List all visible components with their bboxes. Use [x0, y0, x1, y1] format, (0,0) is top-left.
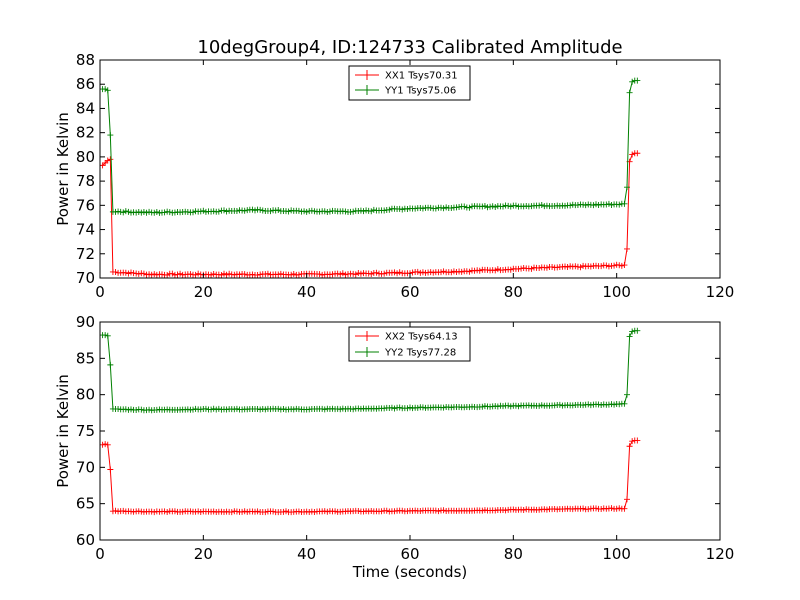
bottom-legend-box — [348, 326, 471, 362]
top-plot: 0 20 40 60 80 100 120 70 72 74 76 78 80 82 84 86 88 Powe… — [54, 51, 734, 301]
x-tick-label: 80 — [504, 283, 523, 301]
top-y-axis-label: Power in Kelvin — [54, 112, 72, 226]
y-tick-label: 60 — [76, 531, 95, 549]
y-tick-label: 78 — [76, 172, 95, 190]
y-tick-label: 76 — [76, 196, 95, 214]
x-tick-label: 20 — [194, 283, 213, 301]
top-plot-lines — [99, 77, 641, 279]
x-tick-label: 100 — [602, 545, 631, 563]
top-legend-label-xx1: XX1 Tsys70.31 — [385, 71, 458, 82]
x-axis-label: Time (seconds) — [352, 563, 468, 581]
y-tick-label: 90 — [76, 313, 95, 331]
y-tick-label: 86 — [76, 75, 95, 93]
series-markers-yy1 — [99, 77, 641, 216]
x-tick-label: 60 — [400, 283, 419, 301]
y-tick-label: 88 — [76, 51, 95, 69]
bottom-legend: XX2 Tsys64.13 YY2 Tsys77.28 — [348, 326, 471, 362]
y-tick-label: 82 — [76, 124, 95, 142]
series-markers-yy2 — [99, 327, 641, 414]
x-tick-label: 120 — [706, 545, 735, 563]
bottom-legend-label-yy2: YY2 Tsys77.28 — [384, 348, 456, 359]
bottom-plot-ticks: 0 20 40 60 80 100 120 60 65 70 75 80 85 90 — [76, 313, 734, 563]
y-tick-label: 65 — [76, 495, 95, 513]
y-tick-label: 85 — [76, 349, 95, 367]
y-tick-label: 70 — [76, 458, 95, 476]
x-tick-label: 0 — [95, 545, 105, 563]
series-markers-xx2 — [99, 437, 641, 516]
series-markers-xx1 — [99, 150, 641, 279]
x-tick-label: 120 — [706, 283, 735, 301]
chart-title: 10degGroup4, ID:124733 Calibrated Amplit… — [197, 37, 622, 58]
y-tick-label: 80 — [76, 148, 95, 166]
top-plot-ticks: 0 20 40 60 80 100 120 70 72 74 76 78 80 82 84 86 88 — [76, 51, 734, 301]
y-tick-label: 75 — [76, 422, 95, 440]
bottom-y-axis-label: Power in Kelvin — [54, 374, 72, 488]
x-tick-label: 80 — [504, 545, 523, 563]
top-legend-marker-yy1 — [362, 85, 372, 95]
x-tick-label: 60 — [400, 545, 419, 563]
top-legend-marker-xx1 — [362, 70, 372, 80]
bottom-legend-marker-yy2 — [362, 347, 372, 357]
y-tick-label: 70 — [76, 269, 95, 287]
top-legend-label-yy1: YY1 Tsys75.06 — [384, 86, 456, 97]
bottom-legend-marker-xx2 — [362, 331, 372, 341]
x-tick-label: 0 — [95, 283, 105, 301]
y-tick-label: 74 — [76, 221, 95, 239]
bottom-plot: 0 20 40 60 80 100 120 60 65 70 75 80 85 90 Power in K… — [54, 313, 734, 581]
y-tick-label: 80 — [76, 386, 95, 404]
y-tick-label: 72 — [76, 245, 95, 263]
x-tick-label: 20 — [194, 545, 213, 563]
x-tick-label: 100 — [602, 283, 631, 301]
y-tick-label: 84 — [76, 99, 95, 117]
bottom-legend-label-xx2: XX2 Tsys64.13 — [385, 332, 458, 343]
bottom-plot-lines — [99, 327, 641, 516]
top-legend: XX1 Tsys70.31 YY1 Tsys75.06 — [348, 65, 471, 101]
x-tick-label: 40 — [297, 545, 316, 563]
top-legend-box — [348, 65, 471, 101]
x-tick-label: 40 — [297, 283, 316, 301]
